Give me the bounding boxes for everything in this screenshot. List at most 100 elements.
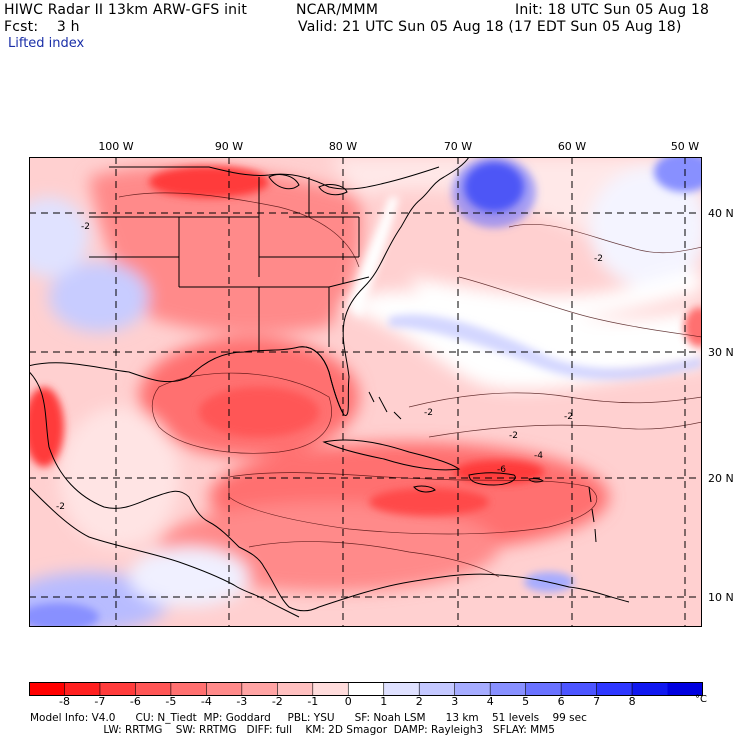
colorbar-swatch — [348, 682, 385, 696]
northeast-blue — [654, 157, 702, 192]
lon-label-100w: 100 W — [98, 140, 134, 153]
lon-label-90w: 90 W — [214, 140, 244, 153]
colorbar-swatch — [632, 682, 669, 696]
lesser-antilles-outline — [588, 486, 597, 543]
colorbar-swatch — [135, 682, 172, 696]
header-source: NCAR/MMM — [296, 2, 379, 18]
colorbar-swatch — [64, 682, 101, 696]
colorbar-tick-label: -1 — [307, 695, 319, 708]
colorbar-tick-label: 3 — [451, 695, 459, 708]
colorbar-tick-label: -5 — [165, 695, 177, 708]
colorbar-swatch — [29, 682, 65, 696]
contour-atlantic-2 — [428, 421, 702, 438]
colorbar-swatch — [277, 682, 314, 696]
header-valid-time: Valid: 21 UTC Sun 05 Aug 18 (17 EDT Sun … — [298, 19, 682, 35]
colorbar-unit: °C — [695, 694, 707, 705]
colorbar-swatch — [419, 682, 456, 696]
colorbar-swatch — [561, 682, 598, 696]
colorbar-tick-label: 6 — [557, 695, 565, 708]
lat-label-10n: 10 N — [708, 591, 734, 604]
colorbar-tick-label: -3 — [236, 695, 248, 708]
colorbar-swatch — [241, 682, 278, 696]
colorbar-swatch — [525, 682, 562, 696]
florida-white-streak — [349, 197, 399, 317]
colorbar-swatch — [170, 682, 207, 696]
lon-label-60w: 60 W — [557, 140, 587, 153]
pacific-deep-blue — [29, 603, 99, 627]
colorbar-tick-label: 2 — [415, 695, 423, 708]
atlantic-east-white — [589, 167, 702, 287]
lon-label-50w: 50 W — [670, 140, 700, 153]
contour-gulf — [151, 372, 332, 454]
header-title: HIWC Radar II 13km ARW-GFS init — [4, 2, 248, 18]
contour-atlantic-mid — [458, 276, 702, 338]
colorbar-frame — [29, 682, 703, 696]
lifted-index-map: -2 -2 -2 -2 -4 -6 -2 -2 — [29, 157, 702, 627]
colorbar-tick-label: 8 — [628, 695, 636, 708]
contour-label-mexico-minus2: -2 — [56, 502, 65, 512]
colorbar — [29, 682, 703, 696]
model-info-line2: LW: RRTMG SW: RRTMG DIFF: full KM: 2D Sm… — [30, 724, 555, 736]
field-name: Lifted index — [8, 36, 85, 51]
header-forecast-hour: Fcst: 3 h — [4, 19, 80, 35]
lat-label-40n: 40 N — [708, 207, 734, 220]
contour-us — [118, 192, 360, 268]
colorbar-swatch — [490, 682, 527, 696]
contour-label-caribbean-minus2: -2 — [509, 431, 518, 441]
colorbar-tick-label: 1 — [380, 695, 388, 708]
east-red-patch — [684, 307, 702, 347]
colorbar-tick-label: -2 — [271, 695, 283, 708]
atlantic-blue-streak — [389, 314, 702, 380]
colorbar-swatch — [312, 682, 349, 696]
hispaniola-outline — [468, 472, 516, 486]
contour-label-atlantic-minus2b: -2 — [424, 408, 433, 418]
contour-label-caribbean-minus4: -4 — [534, 451, 543, 461]
map-frame — [29, 157, 702, 627]
contour-label-atlantic-minus2a: -2 — [594, 254, 603, 264]
colorbar-swatch — [596, 682, 633, 696]
central-america-caribbean-coast — [208, 521, 320, 612]
bahamas-outline — [368, 391, 402, 420]
great-lakes-outline — [268, 174, 348, 196]
cuba-outline — [322, 439, 461, 471]
colorbar-tick-label: -7 — [94, 695, 106, 708]
gulf-core-red — [199, 387, 319, 437]
colorbar-tick-label: 5 — [522, 695, 530, 708]
caribbean-strong-red — [369, 488, 489, 516]
colorbar-tick-label: 0 — [344, 695, 352, 708]
lon-label-70w: 70 W — [443, 140, 473, 153]
lon-label-80w: 80 W — [328, 140, 358, 153]
pacific-light-zone — [129, 547, 249, 607]
mexico-pacific-coastline — [29, 486, 300, 618]
contour-atlantic-north — [508, 223, 702, 254]
contour-south-caribbean — [248, 541, 500, 578]
colorbar-swatch — [454, 682, 491, 696]
contour-label-us-minus2: -2 — [81, 222, 90, 232]
contour-label-hispaniola-minus6: -6 — [497, 465, 506, 475]
colorbar-tick-label: -8 — [59, 695, 70, 708]
lat-label-30n: 30 N — [708, 346, 734, 359]
mexico-gulf-coastline — [29, 371, 210, 523]
us-red-zone — [89, 166, 362, 334]
jamaica-outline — [413, 485, 436, 493]
colorbar-tick-label: -4 — [200, 695, 212, 708]
southwest-blue-zone — [49, 262, 149, 332]
atlantic-white-streak — [409, 270, 702, 320]
colorbar-tick-label: 7 — [593, 695, 601, 708]
header-init-time: Init: 18 UTC Sun 05 Aug 18 — [515, 2, 710, 18]
colorbar-swatch — [206, 682, 243, 696]
lat-label-20n: 20 N — [708, 472, 734, 485]
model-info-line1: Model Info: V4.0 CU: N_Tiedt MP: Goddard… — [30, 712, 587, 724]
contour-atlantic-1 — [408, 392, 702, 408]
colorbar-swatch — [667, 682, 703, 696]
colorbar-tick-label: 4 — [486, 695, 494, 708]
florida-outline — [298, 346, 345, 416]
west-blue-zone — [29, 197, 89, 277]
colorbar-swatch — [99, 682, 136, 696]
us-state-borders — [89, 177, 370, 352]
nova-scotia-blue-halo — [452, 157, 536, 228]
colorbar-tick-label: -6 — [129, 695, 141, 708]
canada-border — [109, 166, 440, 190]
colorbar-swatch — [383, 682, 420, 696]
contour-label-atlantic-minus2c: -2 — [564, 412, 573, 422]
